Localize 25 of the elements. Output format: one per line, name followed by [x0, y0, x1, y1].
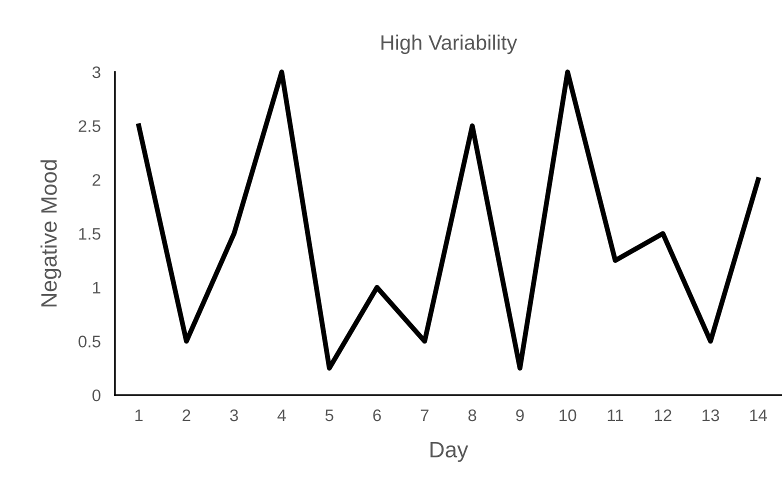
x-tick-label: 12: [654, 409, 672, 422]
x-tick-label: 5: [325, 410, 334, 422]
x-tick-label: 2: [182, 409, 190, 422]
x-tick-label: 9: [516, 409, 524, 422]
y-tick-label: 3: [92, 66, 100, 78]
x-tick-label: 4: [277, 410, 286, 422]
x-tick-label: 3: [230, 409, 238, 422]
x-tick-label: 6: [373, 409, 381, 422]
x-tick-label: 7: [420, 410, 428, 422]
x-tick-label: 11: [608, 410, 624, 422]
x-tick-label: 14: [750, 410, 767, 422]
y-tick-label: 0: [92, 389, 100, 402]
x-axis-title: Day: [430, 442, 468, 462]
x-tick-label: 1: [135, 410, 143, 422]
x-tick-label: 8: [468, 409, 476, 422]
y-tick-label: 2.5: [78, 120, 100, 132]
y-tick-label: 1: [93, 282, 100, 294]
line-series: [136, 70, 761, 371]
y-tick-label: 1.5: [79, 228, 100, 240]
chart-title: High Variability: [381, 34, 518, 54]
x-tick-label: 13: [702, 409, 720, 422]
x-tick-label: 10: [560, 409, 576, 422]
y-tick-label: 0.5: [78, 336, 100, 348]
y-tick-label: 2: [92, 174, 100, 186]
y-axis-title: Negative Mood: [40, 160, 62, 306]
